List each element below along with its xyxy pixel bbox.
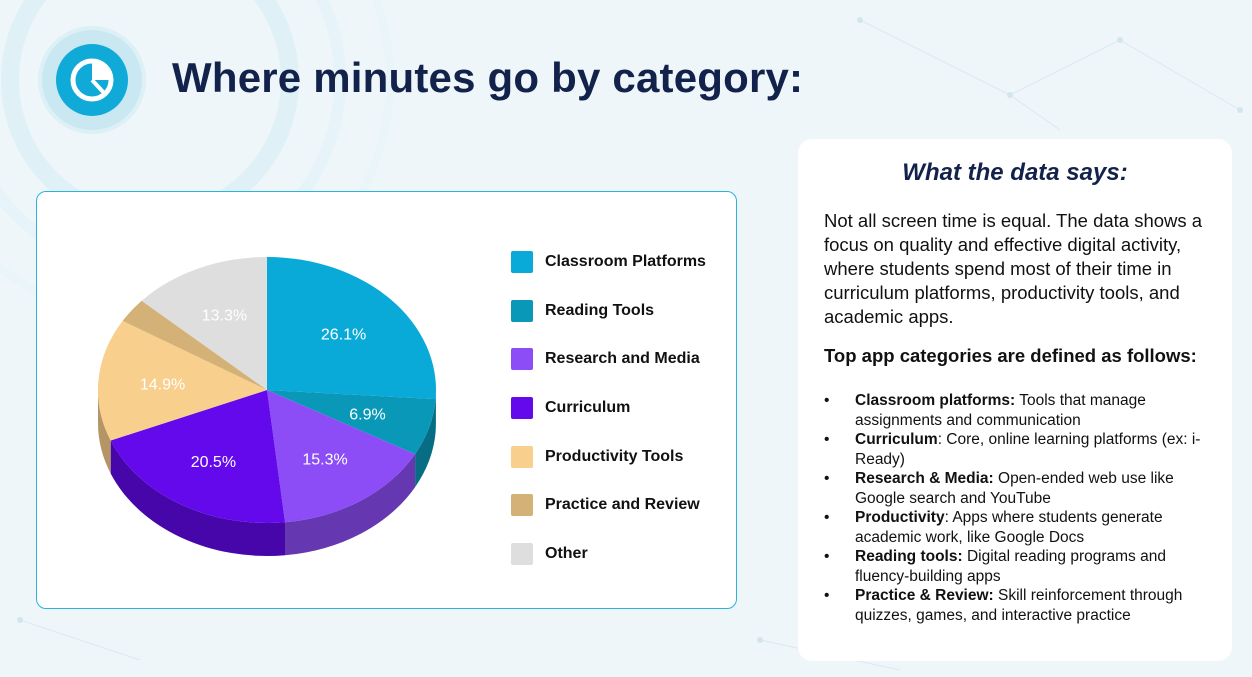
legend-item-curriculum: Curriculum bbox=[511, 396, 731, 420]
bullet: • bbox=[824, 548, 830, 565]
legend-label: Curriculum bbox=[545, 399, 631, 417]
definition-term: Reading tools: bbox=[855, 548, 963, 565]
definition-term: Curriculum bbox=[855, 431, 938, 448]
legend-swatch bbox=[511, 543, 533, 566]
chart-card: 26.1% 6.9% 15.3% 20.5% 14.9% 13.3% Classroom … bbox=[36, 191, 737, 609]
data-label-curriculum: 20.5% bbox=[191, 454, 236, 471]
definition-item: • Productivity: Apps where students gener… bbox=[824, 508, 1222, 547]
bullet: • bbox=[824, 392, 830, 409]
pie-slice-productivity-tools bbox=[97, 320, 267, 441]
data-label-research-and-media: 15.3% bbox=[302, 452, 347, 469]
pie-chart-icon bbox=[70, 58, 114, 102]
pie-slice-practice-and-review bbox=[122, 300, 268, 390]
data-label-reading-tools: 6.9% bbox=[349, 406, 385, 423]
definition-item: • Research & Media: Open-ended web use li… bbox=[824, 469, 1222, 508]
pie-side-productivity-tools bbox=[98, 390, 111, 474]
legend-item-productivity-tools: Productivity Tools bbox=[511, 445, 731, 469]
legend-label: Reading Tools bbox=[545, 301, 655, 319]
bullet: • bbox=[824, 509, 830, 526]
definition-text: Digital reading programs and fluency-bui… bbox=[855, 548, 1166, 585]
definition-term: Practice & Review: bbox=[855, 587, 994, 604]
definition-item: • Classroom platforms: Tools that manage … bbox=[824, 391, 1222, 430]
legend-swatch bbox=[511, 251, 533, 273]
legend-label: Productivity Tools bbox=[545, 447, 684, 465]
page-title: Where minutes go by category: bbox=[172, 54, 804, 101]
pie-slice-curriculum bbox=[110, 390, 286, 523]
info-card: What the data says: Not all screen time … bbox=[798, 139, 1232, 661]
data-label-productivity-tools: 14.9% bbox=[140, 377, 185, 394]
definition-text: Open-ended web use like Google search an… bbox=[855, 470, 1174, 507]
definition-term: Productivity bbox=[855, 509, 945, 526]
definition-text: : Apps where students generate academic … bbox=[855, 509, 1163, 546]
info-body: Not all screen time is equal. The data s… bbox=[824, 210, 1203, 327]
definitions-list: • Classroom platforms: Tools that manage … bbox=[824, 391, 1222, 625]
legend-swatch bbox=[511, 494, 533, 517]
definition-text: : Core, online learning platforms (ex: i… bbox=[855, 431, 1201, 468]
pie-slice-reading-tools bbox=[267, 390, 436, 455]
legend-label: Research and Media bbox=[545, 350, 700, 368]
bullet: • bbox=[824, 470, 830, 487]
definition-text: Tools that manage assignments and commun… bbox=[855, 392, 1146, 429]
definition-item: • Practice & Review: Skill reinforcement … bbox=[824, 586, 1222, 625]
legend-item-reading-tools: Reading Tools bbox=[511, 299, 731, 323]
info-title: What the data says: bbox=[902, 159, 1128, 186]
legend-swatch bbox=[511, 299, 533, 322]
legend-item-research-and-media: Research and Media bbox=[511, 347, 731, 371]
bullet: • bbox=[824, 587, 830, 604]
data-label-other: 13.3% bbox=[202, 308, 247, 325]
pie-side-research-and-media bbox=[285, 454, 416, 556]
info-subheading: Top app categories are defined as follow… bbox=[824, 345, 1197, 366]
header-icon-badge bbox=[42, 30, 142, 130]
definition-item: • Curriculum: Core, online learning platf… bbox=[824, 430, 1222, 469]
pie-side-reading-tools bbox=[415, 399, 436, 488]
pie-slice-other bbox=[141, 257, 267, 390]
legend-swatch bbox=[511, 445, 533, 468]
data-label-classroom-platforms: 26.1% bbox=[321, 327, 366, 344]
pie-slice-research-and-media bbox=[267, 390, 416, 523]
chart-legend: Classroom Platforms Reading Tools Research… bbox=[511, 250, 731, 591]
legend-label: Practice and Review bbox=[545, 496, 700, 514]
definition-term: Classroom platforms: bbox=[855, 392, 1016, 409]
pie-slice-classroom-platforms bbox=[267, 257, 436, 400]
legend-swatch bbox=[511, 397, 533, 420]
legend-item-other: Other bbox=[511, 542, 731, 566]
pie-side-curriculum bbox=[110, 440, 286, 556]
pie-chart: 26.1% 6.9% 15.3% 20.5% 14.9% 13.3% bbox=[97, 257, 437, 556]
bullet: • bbox=[824, 431, 830, 448]
legend-label: Classroom Platforms bbox=[545, 253, 706, 270]
legend-item-practice-and-review: Practice and Review bbox=[511, 493, 731, 517]
legend-label: Other bbox=[545, 545, 588, 563]
legend-swatch bbox=[511, 348, 533, 371]
definition-text: Skill reinforcement through quizzes, gam… bbox=[855, 587, 1183, 624]
definition-item: • Reading tools: Digital reading programs… bbox=[824, 547, 1222, 586]
legend-item-classroom-platforms: Classroom Platforms bbox=[511, 250, 731, 274]
definition-term: Research & Media: bbox=[855, 470, 994, 487]
